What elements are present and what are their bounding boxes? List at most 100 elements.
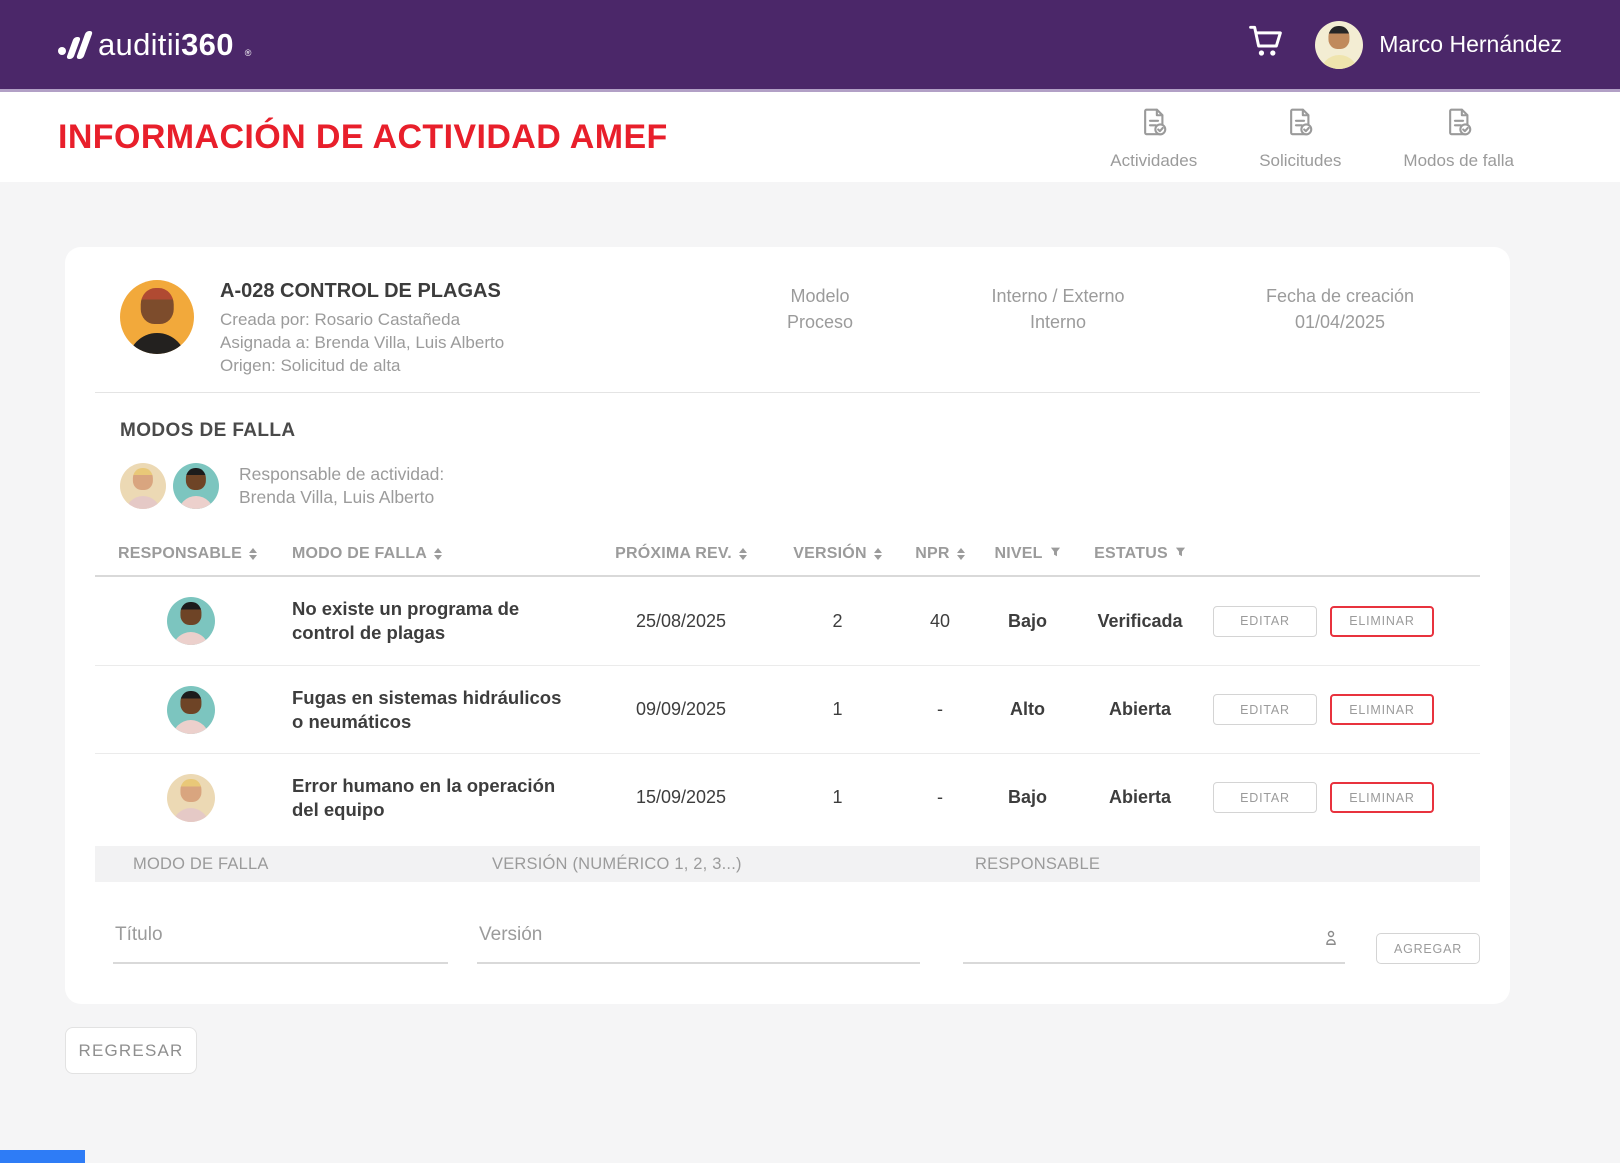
app-logo: auditii360 ®	[58, 27, 251, 63]
bottom-blue-strip	[0, 1150, 85, 1163]
filter-funnel-icon	[1050, 545, 1061, 563]
failure-modes-section-title: MODOS DE FALLA	[120, 420, 296, 441]
top-nav: Actividades Solicitudes	[1110, 104, 1514, 171]
row-responsible-avatar	[167, 597, 215, 645]
nav-label: Actividades	[1110, 150, 1198, 170]
form-header-version: VERSIÓN (NUMÉRICO 1, 2, 3...)	[492, 854, 742, 873]
user-avatar	[1315, 20, 1364, 69]
activity-meta-modelo: Modelo Proceso	[660, 283, 980, 335]
next-review-date: 25/08/2025	[635, 610, 727, 631]
activity-owner-avatar	[120, 280, 194, 354]
status-value: Abierta	[1108, 699, 1171, 719]
failure-mode-title-input[interactable]	[113, 924, 448, 964]
activity-meta-interno-externo: Interno / Externo Interno	[898, 283, 1218, 335]
meta-value: Interno	[1029, 312, 1087, 332]
column-header-proxima-rev[interactable]: PRÓXIMA REV.	[592, 545, 770, 563]
edit-button[interactable]: EDITAR	[1213, 782, 1317, 813]
level-value: Bajo	[1007, 787, 1047, 807]
delete-button[interactable]: ELIMINAR	[1330, 782, 1434, 813]
activity-header: A-028 CONTROL DE PLAGAS Creada por: Rosa…	[95, 247, 1480, 392]
user-menu[interactable]: Marco Hernández	[1315, 20, 1562, 69]
divider	[95, 392, 1480, 393]
logo-text: auditii360	[98, 26, 234, 62]
level-value: Bajo	[1007, 610, 1047, 631]
table-row: Error humano en la operación del equipo …	[95, 753, 1480, 841]
delete-button[interactable]: ELIMINAR	[1330, 694, 1434, 725]
add-form-header: MODO DE FALLA VERSIÓN (NUMÉRICO 1, 2, 3.…	[95, 846, 1480, 882]
document-check-icon	[1282, 104, 1318, 145]
form-header-responsable: RESPONSABLE	[975, 854, 1101, 873]
sort-arrows-icon	[873, 548, 882, 560]
nav-actividades[interactable]: Actividades	[1110, 104, 1197, 171]
responsible-names: Brenda Villa, Luis Alberto	[239, 487, 435, 507]
edit-button[interactable]: EDITAR	[1213, 694, 1317, 725]
failure-mode-title: No existe un programa de control de plag…	[292, 598, 520, 643]
responsible-avatar-luis	[173, 463, 219, 509]
next-review-date: 15/09/2025	[635, 787, 727, 807]
meta-value: 01/04/2025	[1294, 312, 1386, 332]
page-title: INFORMACIÓN DE ACTIVIDAD AMEF	[58, 117, 668, 156]
column-header-npr[interactable]: NPR	[905, 545, 975, 563]
nav-label: Solicitudes	[1259, 150, 1342, 170]
version-value: 1	[832, 787, 843, 807]
cart-button[interactable]	[1243, 22, 1289, 68]
activity-created-by: Creada por: Rosario Castañeda	[220, 310, 461, 329]
document-check-icon	[1441, 104, 1477, 145]
back-button[interactable]: REGRESAR	[65, 1027, 197, 1074]
responsible-label: Responsable de actividad:	[239, 464, 445, 484]
row-responsible-avatar	[167, 773, 215, 822]
nav-solicitudes[interactable]: Solicitudes	[1259, 104, 1341, 171]
meta-label: Interno / Externo	[991, 286, 1125, 306]
activity-assigned-to: Asignada a: Brenda Villa, Luis Alberto	[220, 333, 505, 352]
meta-label: Modelo	[790, 286, 850, 306]
document-check-icon	[1136, 104, 1172, 145]
row-responsible-avatar	[167, 685, 215, 734]
next-review-date: 09/09/2025	[635, 699, 727, 719]
responsible-row: Responsable de actividad: Brenda Villa, …	[120, 463, 1480, 509]
shopping-cart-icon	[1245, 21, 1287, 68]
add-button[interactable]: AGREGAR	[1376, 933, 1480, 964]
user-name: Marco Hernández	[1379, 31, 1562, 57]
npr-value: -	[937, 787, 943, 807]
meta-value: Proceso	[786, 312, 854, 332]
table-header: RESPONSABLE MODO DE FALLA PRÓXIMA REV. V…	[95, 533, 1480, 577]
version-input[interactable]	[477, 924, 920, 964]
logo-mark-icon	[58, 30, 94, 59]
status-value: Abierta	[1108, 787, 1171, 807]
failure-mode-title: Fugas en sistemas hidráulicos o neumátic…	[292, 686, 562, 732]
sort-arrows-icon	[434, 548, 443, 560]
sort-arrows-icon	[738, 548, 747, 560]
nav-label: Modos de falla	[1403, 150, 1514, 170]
page-header: INFORMACIÓN DE ACTIVIDAD AMEF Actividade…	[0, 92, 1620, 182]
edit-button[interactable]: EDITAR	[1213, 605, 1317, 637]
version-value: 2	[832, 610, 843, 631]
column-header-version[interactable]: VERSIÓN	[770, 545, 905, 563]
column-header-estatus[interactable]: ESTATUS	[1080, 545, 1200, 563]
level-value: Alto	[1010, 699, 1045, 719]
responsible-avatar-brenda	[120, 463, 166, 509]
activity-card: A-028 CONTROL DE PLAGAS Creada por: Rosa…	[65, 247, 1510, 1004]
activity-origin: Origen: Solicitud de alta	[220, 356, 401, 375]
column-header-responsable[interactable]: RESPONSABLE	[95, 545, 292, 563]
activity-title: A-028 CONTROL DE PLAGAS	[220, 280, 501, 302]
filter-funnel-icon	[1175, 545, 1186, 563]
logo-registered-mark: ®	[244, 47, 252, 58]
sort-arrows-icon	[249, 548, 257, 560]
column-header-nivel[interactable]: NIVEL	[975, 545, 1080, 563]
meta-label: Fecha de creación	[1265, 286, 1415, 306]
nav-modos-de-falla[interactable]: Modos de falla	[1403, 104, 1514, 171]
topbar: auditii360 ® Marco Hernández	[0, 0, 1620, 92]
person-icon	[1321, 927, 1341, 954]
status-value: Verificada	[1097, 610, 1183, 631]
add-form: AGREGAR	[95, 924, 1480, 1004]
version-value: 1	[832, 699, 843, 719]
table-row: Fugas en sistemas hidráulicos o neumátic…	[95, 665, 1480, 753]
delete-button[interactable]: ELIMINAR	[1330, 605, 1434, 637]
failure-mode-title: Error humano en la operación del equipo	[292, 774, 556, 820]
table-row: No existe un programa de control de plag…	[95, 577, 1480, 665]
sort-arrows-icon	[956, 548, 965, 560]
activity-meta-fecha-creacion: Fecha de creación 01/04/2025	[1180, 283, 1500, 335]
responsible-input[interactable]	[963, 924, 1345, 964]
column-header-modo-de-falla[interactable]: MODO DE FALLA	[292, 545, 592, 563]
form-header-modo-de-falla: MODO DE FALLA	[133, 854, 269, 873]
